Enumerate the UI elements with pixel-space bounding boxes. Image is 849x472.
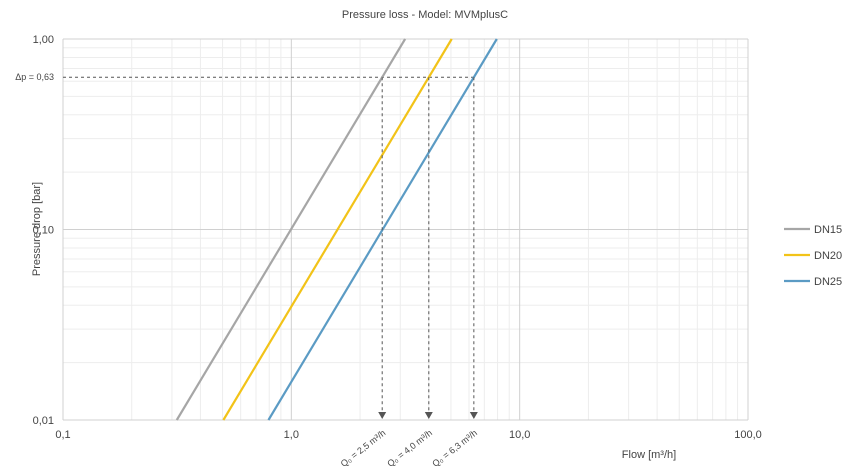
legend-label-dn20: DN20	[814, 250, 842, 262]
series-line-dn20	[222, 38, 453, 421]
series-line-dn15	[175, 38, 407, 421]
x-tick-label: 0,1	[55, 429, 70, 441]
x-tick-label: 100,0	[734, 429, 762, 441]
y-tick-label: 1,00	[33, 34, 54, 46]
annotation-label: Q₀ = 2,5 m³/h	[339, 428, 388, 469]
legend: DN15 DN20 DN25	[784, 224, 842, 288]
legend-label-dn25: DN25	[814, 276, 842, 288]
y-tick-label: 0,01	[33, 415, 54, 427]
tick-labels: 0,1 1,0 10,0 100,0 0,01 0,10 1,00	[33, 34, 762, 441]
y-tick-label: 0,10	[33, 225, 54, 237]
legend-label-dn15: DN15	[814, 224, 842, 236]
annotation-label: Q₀ = 4,0 m³/h	[385, 428, 434, 469]
y-axis-label: Pressure drop [bar]	[31, 182, 43, 276]
reference-lines: Δp = 0,63	[15, 72, 474, 82]
x-tick-label: 1,0	[284, 429, 299, 441]
x-tick-label: 10,0	[509, 429, 530, 441]
annotation-arrow	[469, 412, 478, 419]
reference-line-label: Δp = 0,63	[15, 72, 54, 82]
major-gridlines	[62, 38, 749, 421]
annotation-arrow	[378, 412, 387, 419]
annotation-arrow	[424, 412, 433, 419]
x-axis-label: Flow [m³/h]	[622, 449, 676, 461]
chart-title: Pressure loss - Model: MVMplusC	[342, 9, 508, 21]
annotation-label: Q₀ = 6,3 m³/h	[430, 428, 479, 469]
